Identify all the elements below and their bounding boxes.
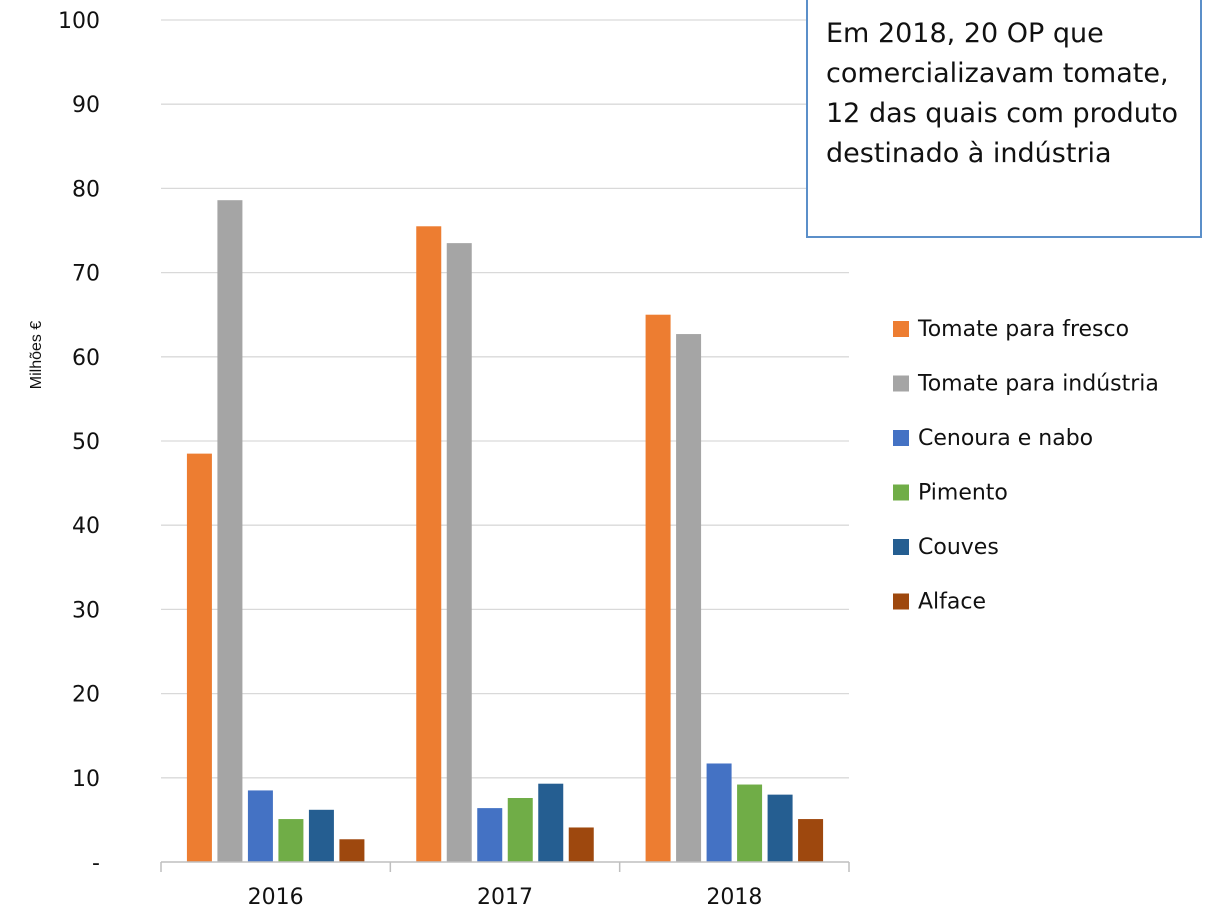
bar: [477, 808, 503, 862]
bar: [507, 798, 533, 862]
x-tick-label: 2016: [248, 885, 304, 910]
legend-swatch: [893, 430, 909, 446]
bar: [676, 334, 702, 862]
x-tick-label: 2017: [477, 885, 533, 910]
bar: [416, 226, 442, 863]
legend-label: Tomate para indústria: [917, 372, 1159, 397]
legend-label: Tomate para fresco: [917, 317, 1129, 342]
bar: [308, 809, 334, 862]
y-tick-label: 100: [58, 9, 100, 34]
legend-label: Alface: [918, 590, 986, 615]
bar: [737, 784, 763, 862]
y-tick-label: 10: [72, 767, 100, 792]
legend-swatch: [893, 321, 909, 337]
bars: [186, 200, 824, 863]
y-axis-title: Milhões €: [28, 321, 45, 390]
gridlines: [161, 19, 849, 779]
legend-swatch: [893, 375, 909, 392]
y-tick-label: 90: [72, 93, 100, 118]
legend-label: Couves: [918, 535, 999, 560]
bar: [798, 819, 824, 862]
y-tick-label: 20: [72, 683, 100, 708]
y-tick-label: 70: [72, 262, 100, 287]
y-tick-label: 80: [72, 177, 100, 202]
bar: [339, 839, 365, 862]
legend-swatch: [893, 539, 909, 555]
bar: [645, 314, 671, 862]
bar: [217, 200, 243, 863]
y-axis-ticks: - 10 20 30 40 50 60 70 80 90 100: [58, 9, 100, 876]
y-tick-label: 60: [72, 346, 100, 371]
legend-label: Pimento: [918, 481, 1008, 506]
annotation-text: Em 2018, 20 OP que comercializavam tomat…: [826, 18, 1178, 169]
bar: [538, 783, 564, 862]
bar: [247, 790, 273, 862]
x-axis: 2016 2017 2018: [160, 861, 850, 910]
bar: [446, 243, 472, 862]
annotation-box: Em 2018, 20 OP que comercializavam tomat…: [806, 0, 1202, 238]
bar: [706, 763, 732, 862]
legend: Tomate para fresco Tomate para indústria C…: [893, 317, 1159, 615]
y-tick-label: -: [92, 851, 100, 876]
y-tick-label: 30: [72, 598, 100, 623]
bar: [767, 794, 793, 862]
legend-label: Cenoura e nabo: [918, 426, 1093, 451]
bar: [568, 827, 594, 862]
x-tick-label: 2018: [706, 885, 762, 910]
bar: [186, 453, 212, 862]
bar: [278, 819, 304, 862]
legend-swatch: [893, 484, 909, 501]
y-tick-label: 40: [72, 514, 100, 539]
y-tick-label: 50: [72, 430, 100, 455]
legend-swatch: [893, 593, 909, 610]
